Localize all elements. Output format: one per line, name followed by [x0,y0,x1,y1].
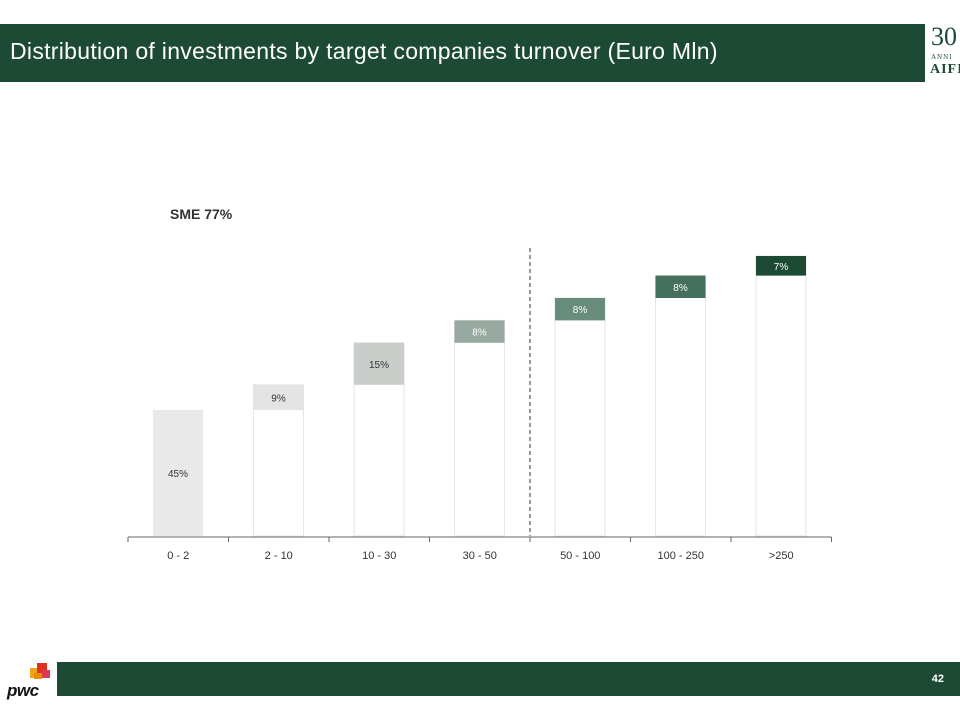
bar-guide [755,255,807,537]
sme-annotation: SME 77% [170,206,233,222]
aifi-logo: 30 ANNI AIFI [929,24,960,82]
bar-value-label: 8% [673,283,688,294]
footer-bar: 42 [57,662,960,696]
x-tick-label: 50 - 100 [560,550,600,562]
page-title: Distribution of investments by target co… [10,38,718,64]
x-tick-label: 30 - 50 [463,550,497,562]
bar-value-label: 8% [472,328,487,339]
aifi-logo-name: AIFI [930,62,960,77]
bar [756,256,806,276]
bar [655,275,706,298]
bar [153,410,203,536]
x-tick-label: 100 - 250 [658,550,704,562]
x-tick-label: 2 - 10 [265,550,293,562]
pwc-logo-mark [30,663,50,679]
bar [253,384,304,410]
pwc-logo: pwc [4,660,56,700]
bar [354,342,404,385]
bar-guide [655,275,706,537]
x-tick-label: >250 [769,550,794,562]
bar-value-label: 9% [271,393,286,404]
page-number: 42 [931,673,944,685]
x-tick-label: 0 - 2 [167,550,189,562]
bar-guide [554,297,606,537]
title-bar: Distribution of investments by target co… [0,24,925,82]
bar [454,320,505,343]
x-tick-label: 10 - 30 [362,550,396,562]
bar [555,298,605,321]
bar-value-label: 8% [573,305,588,316]
bar-guide [454,319,505,537]
aifi-logo-anni: ANNI [931,53,953,61]
aifi-logo-number: 30 [931,22,957,51]
bar-value-label: 45% [168,469,188,480]
bar-value-label: 15% [369,360,389,371]
pwc-logo-word: pwc [7,681,39,700]
bar-value-label: 7% [774,262,789,273]
